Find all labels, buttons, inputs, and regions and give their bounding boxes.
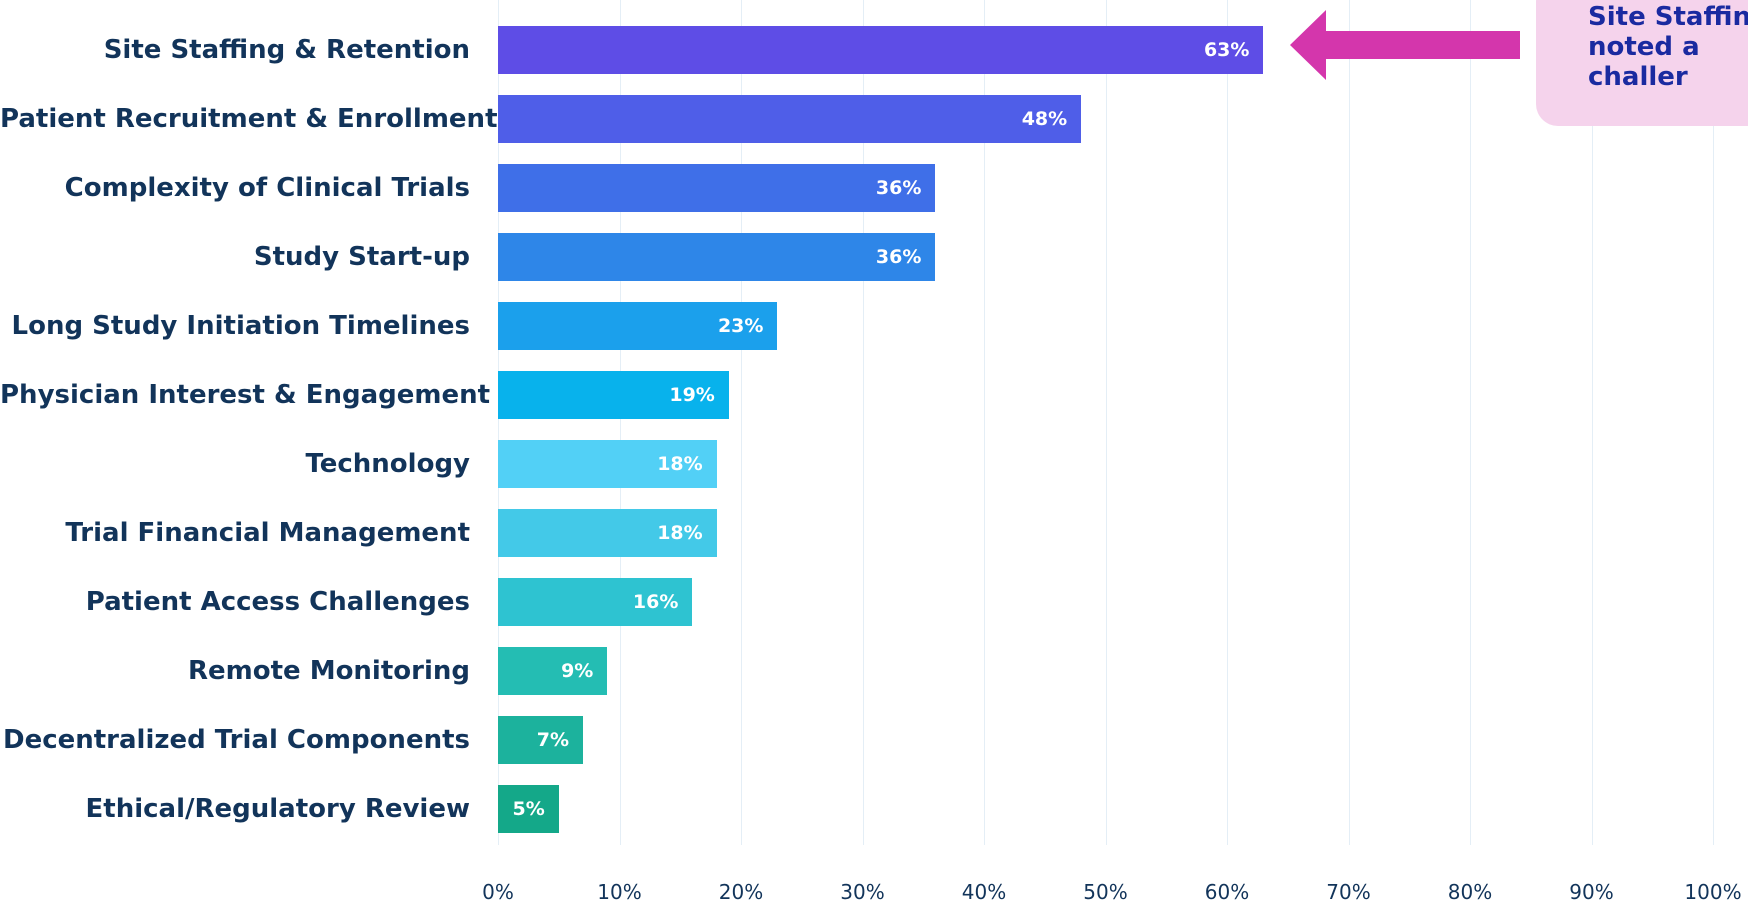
- bar-value-label: 63%: [1203, 39, 1250, 61]
- bar-value-label: 16%: [632, 591, 679, 613]
- bar-value-label: 48%: [1021, 108, 1068, 130]
- grid-line: [741, 0, 742, 845]
- x-tick-label: 80%: [1447, 880, 1493, 904]
- x-tick-label: 20%: [718, 880, 764, 904]
- category-label: Patient Access Challenges: [85, 587, 470, 617]
- bar: [498, 302, 778, 350]
- category-label: Complexity of Clinical Trials: [64, 173, 470, 203]
- category-label: Study Start-up: [253, 242, 470, 272]
- grid-line: [1348, 0, 1350, 845]
- category-label: Physician Interest & Engagement: [0, 380, 491, 410]
- bar: [498, 440, 717, 488]
- x-tick-label: 0%: [482, 880, 514, 904]
- bar-value-label: 18%: [657, 453, 703, 475]
- category-label: Trial Financial Management: [65, 518, 470, 548]
- category-label: Ethical/Regulatory Review: [85, 794, 471, 824]
- grid-line: [1591, 0, 1593, 845]
- bar: [498, 785, 559, 833]
- x-tick-label: 50%: [1083, 880, 1128, 904]
- grid-line: [984, 0, 985, 845]
- bar: [498, 647, 608, 695]
- bar: [498, 95, 1082, 143]
- bar: [498, 26, 1264, 74]
- x-tick-label: 60%: [1204, 880, 1250, 904]
- annotation-text: Site Staffin noted a challer: [1588, 2, 1748, 92]
- category-label: Site Staffing & Retention: [103, 35, 470, 65]
- bar: [498, 716, 584, 764]
- bar-value-label: 36%: [875, 246, 922, 268]
- x-tick-label: 70%: [1326, 880, 1371, 904]
- category-label: Patient Recruitment & Enrollment: [0, 104, 498, 134]
- bar: [498, 371, 729, 419]
- x-tick-label: 40%: [961, 880, 1007, 904]
- x-tick-label: 10%: [597, 880, 642, 904]
- annotation-arrow: [1290, 10, 1520, 80]
- category-label: Technology: [305, 449, 470, 479]
- x-tick-label: 30%: [840, 880, 885, 904]
- x-tick-label: 90%: [1569, 880, 1614, 904]
- grid-line: [498, 0, 499, 845]
- grid-line: [862, 0, 864, 845]
- bar-value-label: 23%: [717, 315, 764, 337]
- bar-value-label: 5%: [512, 798, 545, 820]
- category-label: Long Study Initiation Timelines: [11, 311, 470, 341]
- bar: [498, 233, 936, 281]
- bar: [498, 578, 693, 626]
- annotation-arrow-shape: [1290, 10, 1520, 80]
- bar: [498, 509, 717, 557]
- grid-line: [1105, 0, 1107, 845]
- bar-value-label: 7%: [536, 729, 570, 751]
- grid-line: [1470, 0, 1471, 845]
- x-tick-label: 100%: [1684, 880, 1742, 904]
- grid-line: [1713, 0, 1714, 845]
- grid-line: [619, 0, 621, 845]
- bar-value-label: 18%: [657, 522, 703, 544]
- bar-value-label: 9%: [561, 660, 594, 682]
- grid-line: [1227, 0, 1228, 845]
- bar-value-label: 19%: [669, 384, 715, 406]
- annotation-callout: Site Staffin noted a challer: [1536, 0, 1748, 126]
- category-label: Remote Monitoring: [187, 656, 470, 686]
- category-label: Decentralized Trial Components: [2, 725, 470, 755]
- bar-value-label: 36%: [875, 177, 922, 199]
- bar: [498, 164, 936, 212]
